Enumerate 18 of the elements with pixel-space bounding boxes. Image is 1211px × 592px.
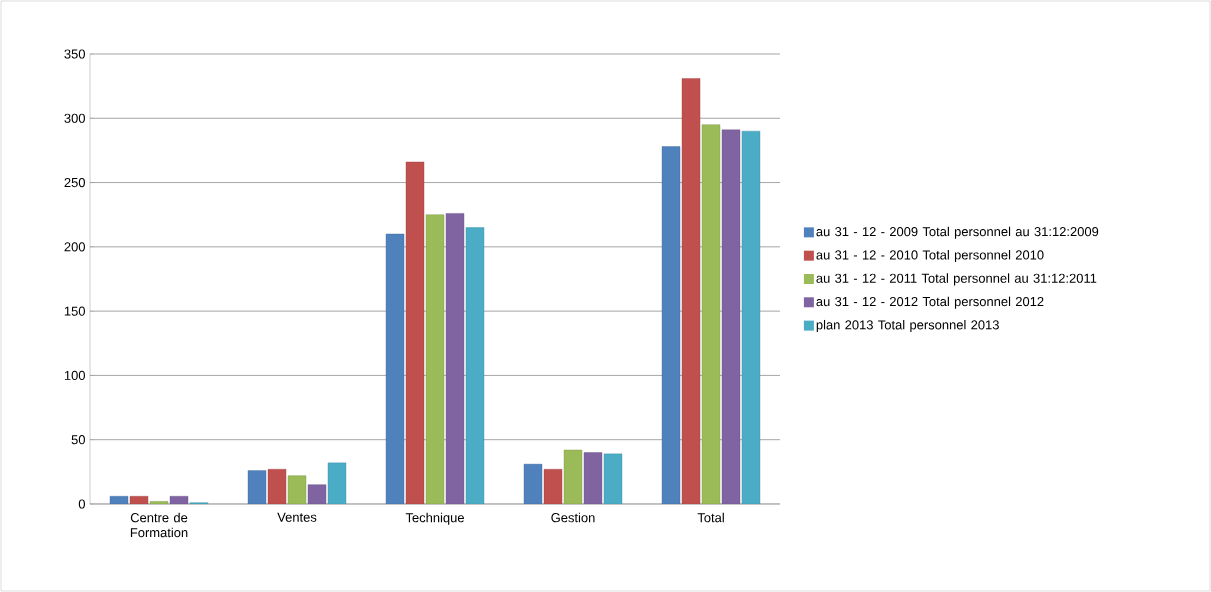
legend-label: au 31 - 12 - 2012 Total personnel 2012 [816,296,1044,309]
y-tick-label: 250 [64,177,85,188]
y-tick-label: 50 [71,435,85,445]
legend-label: plan 2013 Total personnel 2013 [816,319,999,333]
y-tick-label: 150 [64,306,85,316]
x-tick-label: Gestion [551,512,595,523]
y-tick-label: 300 [64,113,85,123]
legend-label: au 31 - 12 - 2011 Total personnel au 31:12:2011 [816,273,1097,286]
y-tick-label: 0 [78,499,85,509]
y-tick-label: 350 [64,49,85,59]
y-tick-label: 100 [64,370,85,380]
x-tick-label: Ventes [277,512,317,522]
y-tick-label: 200 [64,242,85,252]
legend-label: au 31 - 12 - 2009 Total personnel au 31:12:2009 [816,226,1099,239]
legend-label: au 31 - 12 - 2010 Total personnel 2010 [816,250,1044,263]
x-tick-label: Centre de Formation [130,512,188,538]
x-tick-label: Total [697,512,724,523]
x-tick-label: Technique [405,512,464,525]
